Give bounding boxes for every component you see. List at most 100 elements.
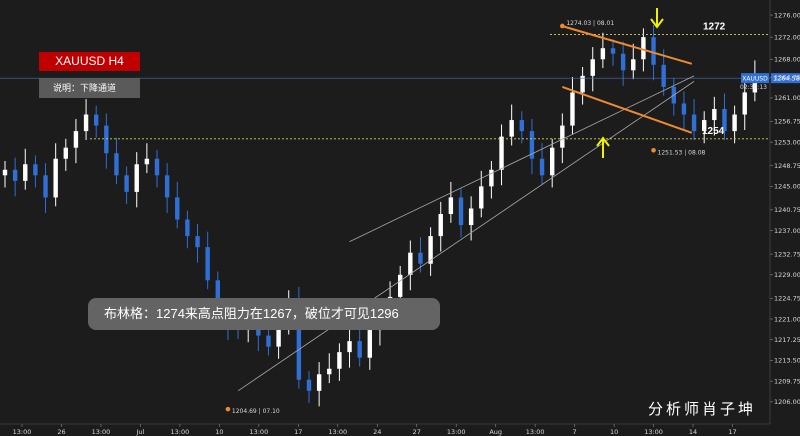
bar-countdown-label: 02:30:13	[740, 84, 767, 91]
note-badge: 说明：下降通道	[39, 78, 140, 98]
candle-up	[600, 48, 606, 60]
candle-down	[175, 197, 180, 220]
time-axis: 13:00 26 13:00 Jul 13:00 10 13:00 17 13:00 24 27 13…	[13, 424, 737, 436]
candle-down	[691, 114, 697, 132]
candle-up	[712, 109, 717, 121]
candle-down	[296, 302, 302, 380]
candle-down	[124, 175, 129, 192]
candle-up	[560, 125, 565, 148]
candle-down	[205, 247, 210, 281]
candle-up	[316, 374, 322, 391]
candle-up	[702, 120, 707, 132]
candle-down	[519, 120, 524, 132]
price-tick-label: 1264.75	[774, 74, 800, 82]
candle-up	[276, 319, 281, 347]
candle-up	[631, 59, 636, 71]
time-tick-label: 10	[215, 428, 223, 436]
marked-point-dot	[560, 23, 565, 29]
price-tick-label: 1206.00	[774, 398, 800, 406]
candle-up	[134, 164, 139, 192]
candle-up	[570, 92, 575, 126]
candle-up	[337, 352, 342, 369]
price-tick-label: 1213.50	[774, 357, 800, 365]
time-tick-label: 13:00	[644, 428, 663, 436]
time-tick-label: Jul	[135, 428, 144, 436]
candle-down	[154, 158, 160, 176]
time-tick-label: 13:00	[92, 428, 111, 436]
candle-down	[681, 103, 687, 115]
candle-up	[408, 252, 413, 275]
price-tick-label: 1221.00	[774, 315, 800, 323]
candle-down	[610, 48, 616, 54]
chart-overlays: 1272 1254 XAUUSD 1264.58 02:30:13 1274.03 | 0…	[0, 8, 800, 415]
price-tick-label: 1261.00	[774, 94, 800, 102]
symbol-tag	[741, 73, 769, 84]
candle-up	[580, 75, 585, 93]
candle-down	[722, 109, 727, 132]
chart-grid	[0, 0, 771, 425]
candle-up	[509, 120, 514, 137]
candle-down	[185, 219, 190, 237]
candle-up	[448, 197, 454, 214]
arrow-up-head	[596, 136, 610, 147]
time-tick-label: 7	[573, 428, 577, 436]
candle-up	[489, 169, 494, 187]
price-tick-label: 1253.00	[774, 138, 800, 146]
candle-down	[529, 131, 535, 159]
marked-point-dot	[651, 147, 656, 153]
candle-up	[742, 92, 747, 115]
level-label-1254: 1254	[702, 126, 725, 137]
candle-up	[398, 274, 403, 297]
price-tick-label: 1248.75	[774, 162, 800, 170]
candle-up	[73, 131, 79, 148]
candle-up	[2, 169, 8, 176]
marked-point-label: 1274.03 | 08.01	[566, 20, 614, 27]
price-tick-label: 1217.25	[774, 336, 800, 344]
candle-up	[63, 147, 68, 159]
candle-down	[12, 169, 18, 181]
level-label-1272: 1272	[703, 21, 726, 32]
candle-down	[661, 64, 666, 87]
price-tick-label: 1245.00	[774, 183, 800, 191]
price-tick-label: 1272.00	[774, 33, 800, 41]
candle-up	[83, 114, 89, 132]
symbol-tag-label: XAUUSD	[742, 76, 768, 83]
price-tick-label: 1229.00	[774, 271, 800, 279]
time-tick-label: 27	[413, 428, 421, 436]
marked-point-dot	[225, 406, 231, 412]
time-tick-label: 13:00	[328, 428, 347, 436]
candle-down	[104, 125, 109, 154]
current-price-tag	[771, 73, 800, 84]
arrow-down-head	[650, 18, 664, 29]
time-tick-label: 13:00	[526, 428, 545, 436]
marked-point-label: 1204.69 | 07.10	[232, 408, 280, 415]
marked-point-label: 1251.53 | 08.08	[658, 149, 706, 156]
candle-up	[732, 114, 737, 132]
arrow-up-icon	[596, 136, 610, 158]
candle-down	[306, 379, 312, 391]
price-tick-label: 1276.00	[774, 11, 800, 19]
price-tick-label: 1256.75	[774, 118, 800, 126]
annotation-box: 布林格：1274来高点阻力在1267，破位才可见1296	[88, 298, 440, 330]
candle-up	[367, 330, 372, 358]
trendline-2	[237, 81, 695, 392]
candle-up	[468, 208, 474, 226]
candle-down	[43, 175, 48, 198]
candle-up	[347, 341, 352, 353]
candle-down	[215, 280, 220, 314]
time-tick-label: 26	[57, 428, 65, 436]
candle-down	[33, 164, 38, 176]
candle-down	[266, 335, 271, 347]
candle-down	[458, 197, 464, 226]
symbol-badge: XAUUSD H4	[39, 52, 140, 71]
candle-up	[428, 236, 433, 264]
time-tick-label: 17	[294, 428, 302, 436]
price-tick-label: 1224.75	[774, 295, 800, 303]
channel-upper-line	[562, 25, 693, 65]
price-tick-label: 1268.00	[774, 56, 800, 64]
time-tick-label: 10	[610, 428, 618, 436]
candle-down	[357, 341, 362, 358]
candle-up	[53, 158, 58, 198]
channel-lower-line	[561, 85, 693, 134]
